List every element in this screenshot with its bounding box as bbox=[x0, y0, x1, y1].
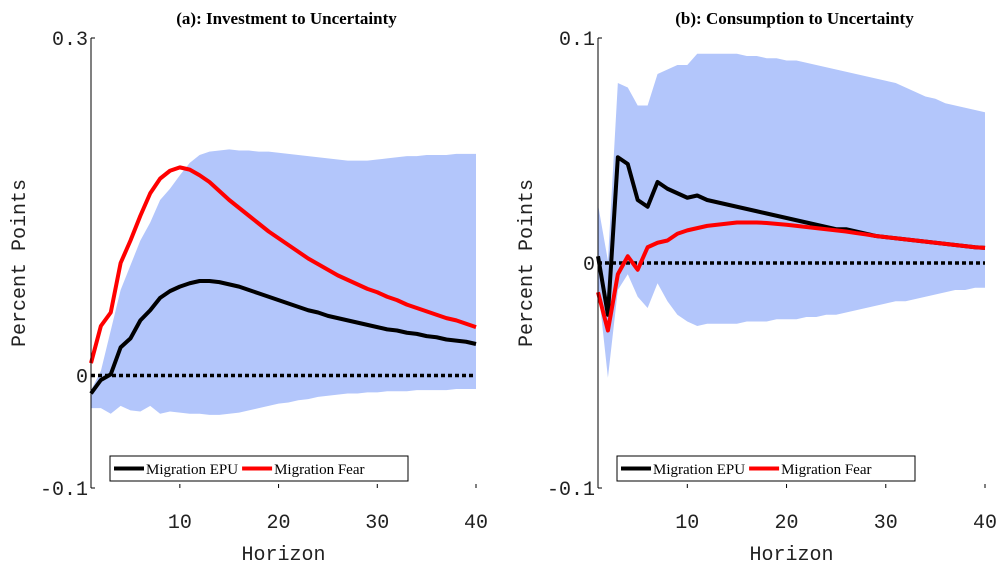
y-tick-label: 0.1 bbox=[559, 29, 595, 52]
legend: Migration EPU Migration Fear bbox=[109, 455, 409, 482]
y-axis-label: Percent Points bbox=[9, 179, 32, 347]
x-tick-label: 30 bbox=[365, 512, 389, 535]
y-tick-label: -0.1 bbox=[40, 479, 88, 502]
series-line bbox=[89, 279, 477, 395]
legend-label: Migration EPU bbox=[653, 462, 745, 478]
y-tick-label: 0.3 bbox=[52, 29, 88, 52]
legend: Migration EPU Migration Fear bbox=[616, 455, 916, 482]
series-line bbox=[89, 165, 477, 364]
x-tick-label: 30 bbox=[874, 512, 898, 535]
x-axis-label: Horizon bbox=[749, 544, 833, 567]
y-tick-label: 0 bbox=[583, 254, 595, 277]
x-tick-label: 20 bbox=[775, 512, 799, 535]
x-tick-label: 40 bbox=[464, 512, 488, 535]
y-tick-label: 0 bbox=[76, 367, 88, 390]
confidence-band bbox=[91, 149, 476, 415]
x-tick-label: 40 bbox=[973, 512, 997, 535]
x-tick-label: 10 bbox=[675, 512, 699, 535]
chart-title: (b): Consumption to Uncertainty bbox=[675, 9, 914, 28]
legend-label: Migration Fear bbox=[781, 462, 871, 478]
confidence-band bbox=[598, 53, 985, 378]
chart-title: (a): Investment to Uncertainty bbox=[176, 9, 397, 28]
x-tick-label: 20 bbox=[267, 512, 291, 535]
x-axis-label: Horizon bbox=[241, 544, 325, 567]
x-tick-label: 10 bbox=[168, 512, 192, 535]
series-line bbox=[596, 220, 986, 333]
y-axis-label: Percent Points bbox=[516, 179, 539, 347]
y-tick-label: -0.1 bbox=[547, 479, 595, 502]
legend-label: Migration EPU bbox=[146, 462, 238, 478]
legend-label: Migration Fear bbox=[274, 462, 364, 478]
